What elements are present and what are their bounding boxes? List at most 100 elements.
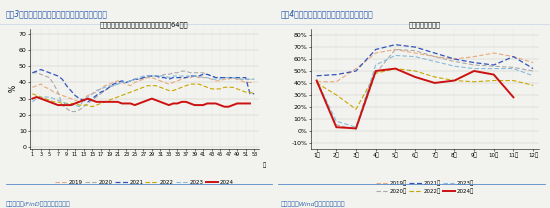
2020年 <box>471 64 477 66</box>
2019 <box>161 81 168 84</box>
2019年 <box>392 48 399 51</box>
2020年 <box>412 50 419 52</box>
2021年 <box>510 55 516 58</box>
2024年 <box>491 73 497 76</box>
2021 <box>208 75 215 77</box>
2019 <box>178 78 185 80</box>
2022年 <box>451 79 458 82</box>
2019年 <box>333 80 340 83</box>
2022 <box>187 83 194 85</box>
Legend: 2019, 2020, 2021, 2022, 2023, 2024: 2019, 2020, 2021, 2022, 2023, 2024 <box>53 178 236 187</box>
Text: 资料来源：Wind，国盛证券研究所: 资料来源：Wind，国盛证券研究所 <box>280 201 345 207</box>
2019 <box>93 91 100 93</box>
2020年 <box>510 66 516 69</box>
2023年 <box>530 74 536 77</box>
2024 <box>170 102 177 105</box>
2022年 <box>353 108 359 110</box>
2019 <box>251 81 257 84</box>
2020 <box>93 96 100 98</box>
Line: 2021年: 2021年 <box>317 45 533 76</box>
2020 <box>251 78 257 80</box>
2022年 <box>471 80 477 83</box>
2022 <box>251 93 257 95</box>
2024年 <box>353 127 359 130</box>
Text: 水泥：粉磨开工率: 水泥：粉磨开工率 <box>409 21 441 28</box>
2022 <box>178 86 185 89</box>
2022年 <box>314 82 320 84</box>
2019年 <box>314 80 320 83</box>
2024年 <box>392 67 399 70</box>
Text: 资料来源：iFinD，国盛证券研究所: 资料来源：iFinD，国盛证券研究所 <box>6 201 70 207</box>
2022年 <box>333 94 340 96</box>
2023年 <box>471 67 477 70</box>
Line: 2024年: 2024年 <box>317 69 513 128</box>
2023年 <box>431 60 438 63</box>
2021 <box>85 101 91 103</box>
2023年 <box>451 65 458 67</box>
2020 <box>166 73 172 76</box>
2024年 <box>431 82 438 84</box>
2021年 <box>471 61 477 64</box>
2022年 <box>431 76 438 78</box>
2020 <box>161 73 168 76</box>
2021年 <box>392 43 399 46</box>
2019年 <box>353 67 359 70</box>
2024年 <box>372 70 379 72</box>
2021年 <box>314 74 320 77</box>
2024 <box>200 104 206 106</box>
2021年 <box>353 70 359 72</box>
2024 <box>161 102 168 105</box>
2020年 <box>451 60 458 63</box>
Line: 2022年: 2022年 <box>317 69 533 109</box>
2023年 <box>333 120 340 123</box>
2020年 <box>431 55 438 58</box>
2021年 <box>431 52 438 54</box>
Text: 图表4：过半月水泥粉磨开工率均值环比结构: 图表4：过半月水泥粉磨开工率均值环比结构 <box>280 9 373 18</box>
2020 <box>178 70 185 72</box>
2022 <box>161 88 168 90</box>
2023年 <box>353 126 359 129</box>
2021年 <box>333 73 340 76</box>
2021 <box>166 78 172 80</box>
2023 <box>170 75 177 77</box>
2021年 <box>412 46 419 48</box>
Line: 2020年: 2020年 <box>317 50 533 130</box>
2020年 <box>333 124 340 126</box>
2023 <box>178 75 185 77</box>
2019 <box>208 78 215 80</box>
2023 <box>166 76 172 79</box>
Line: 2023: 2023 <box>32 76 254 107</box>
2020年 <box>372 72 379 75</box>
2022年 <box>530 84 536 87</box>
2019 <box>29 86 36 89</box>
2024年 <box>451 79 458 82</box>
2020 <box>68 110 74 113</box>
2024 <box>226 105 232 108</box>
2022年 <box>510 79 516 82</box>
2022 <box>29 93 36 95</box>
2023 <box>29 101 36 103</box>
2019年 <box>530 61 536 64</box>
2023年 <box>412 55 419 58</box>
2021年 <box>491 64 497 66</box>
Text: 图表3：过半月石油沥青装置开工率环比明显回落: 图表3：过半月石油沥青装置开工率环比明显回落 <box>6 9 107 18</box>
2024年 <box>510 96 516 99</box>
2023 <box>93 89 100 92</box>
Line: 2019年: 2019年 <box>317 50 533 82</box>
2022 <box>166 89 172 92</box>
2021 <box>178 76 185 79</box>
2023年 <box>510 67 516 70</box>
2023 <box>76 105 82 108</box>
2021 <box>251 93 257 95</box>
2020年 <box>314 80 320 83</box>
2022年 <box>372 72 379 75</box>
2023年 <box>314 79 320 82</box>
2021 <box>97 91 104 93</box>
2022年 <box>491 79 497 82</box>
2020年 <box>353 128 359 131</box>
Line: 2019: 2019 <box>32 76 254 102</box>
2022年 <box>392 67 399 70</box>
Y-axis label: %: % <box>8 85 18 93</box>
2019年 <box>372 52 379 54</box>
Text: 周: 周 <box>263 163 266 168</box>
